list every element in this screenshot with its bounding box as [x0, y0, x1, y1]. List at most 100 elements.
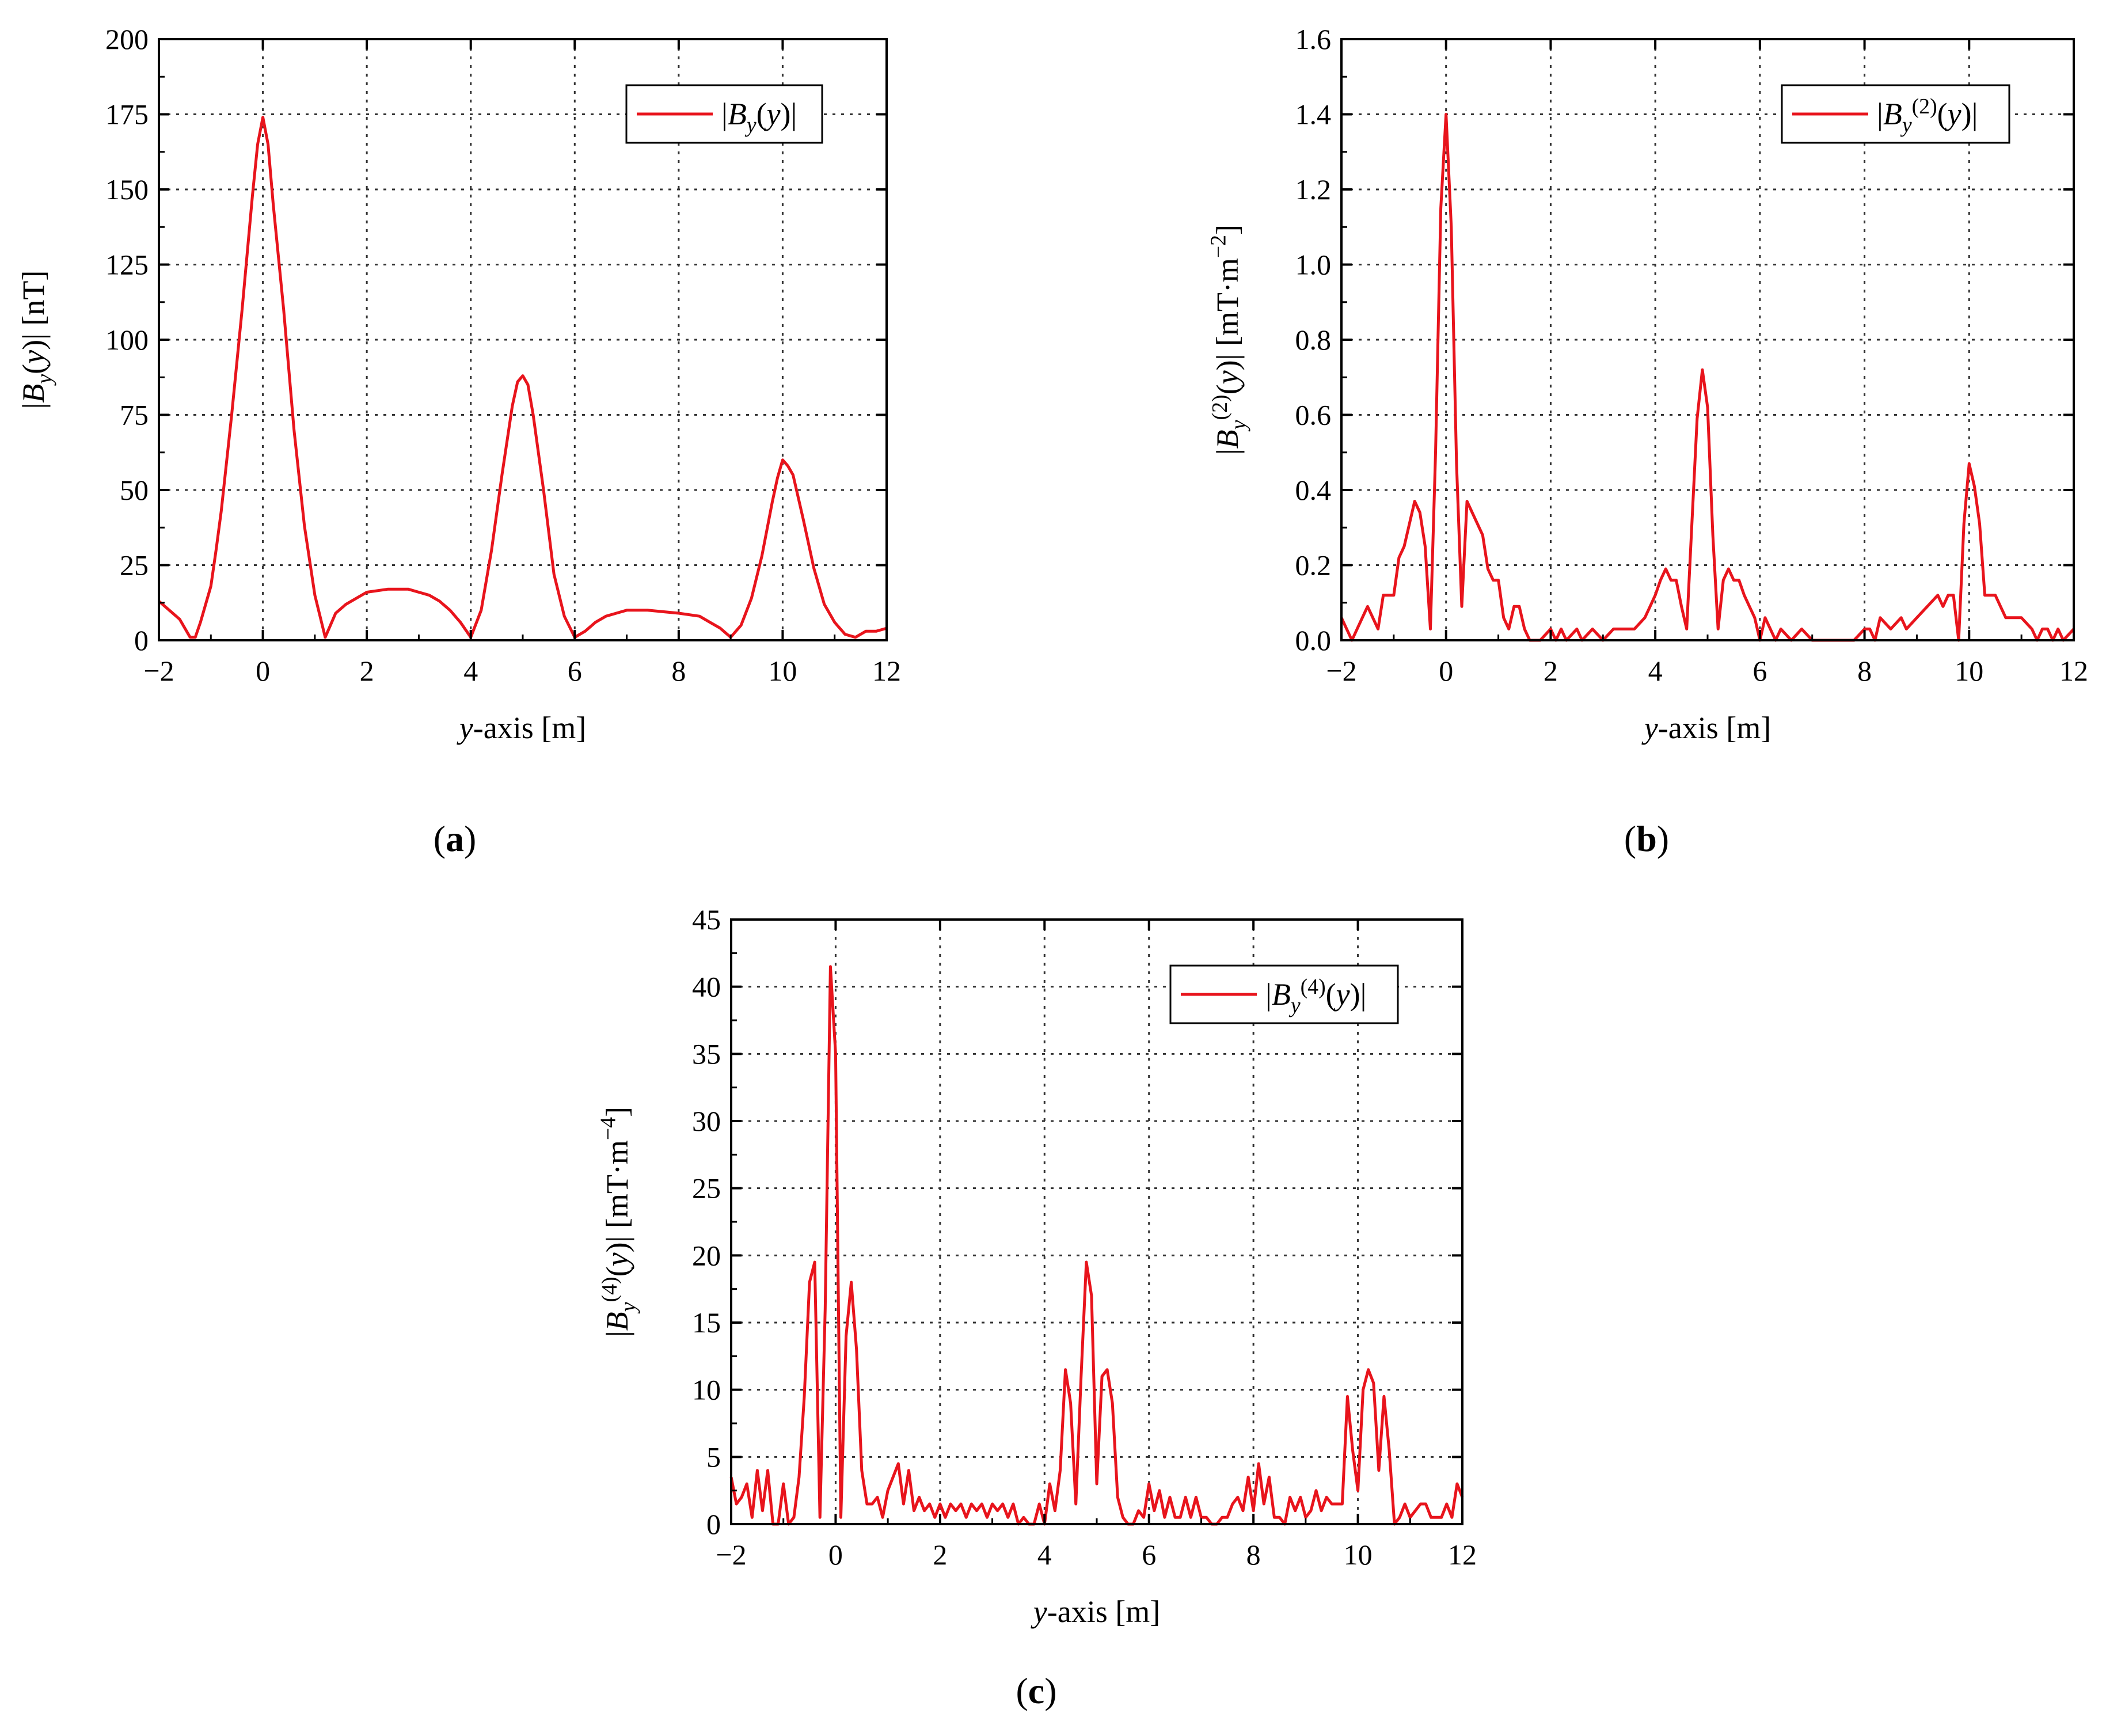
y-tick-label: 0 [134, 624, 149, 656]
x-tick: 2 [933, 920, 947, 1571]
x-tick-label: 8 [671, 655, 686, 687]
x-tick-label: 2 [933, 1539, 947, 1571]
x-tick: 12 [872, 39, 901, 687]
panel-caption-a: (a) [433, 818, 477, 859]
y-tick-label: 1.2 [1295, 173, 1332, 206]
y-tick: 5 [706, 1441, 1462, 1473]
y-tick-label: 10 [692, 1374, 721, 1406]
x-tick-label: 4 [1037, 1539, 1052, 1571]
y-tick-label: 40 [692, 971, 721, 1003]
x-tick: 0 [256, 39, 270, 687]
x-tick-label: 10 [1955, 655, 1983, 687]
x-tick: 6 [1142, 920, 1156, 1571]
y-tick-label: 0.0 [1295, 624, 1332, 656]
y-tick-label: 175 [105, 98, 149, 131]
y-tick: 0.2 [1295, 549, 2074, 582]
y-tick: 1.4 [1295, 98, 2074, 131]
chart-panel-b: −2 0 2 4 6 8 10 12 0.0 0.2 0.4 0.6 0.8 1.0 1.2 1.4 1.6 y-… [1206, 23, 2088, 745]
x-tick: 8 [1246, 920, 1261, 1571]
legend: |By(2)(y)| [1781, 84, 2010, 144]
y-tick-label: 1.6 [1295, 23, 1332, 55]
y-tick-label: 100 [105, 324, 149, 356]
y-tick: 125 [105, 249, 887, 281]
x-tick: 4 [1648, 39, 1663, 687]
y-tick: 0 [706, 1508, 1462, 1540]
y-tick: 75 [120, 399, 887, 431]
y-tick-label: 35 [692, 1038, 721, 1070]
y-tick-label: 0.8 [1295, 324, 1332, 356]
y-tick-label: 0.2 [1295, 549, 1332, 582]
legend-label: |By(2)(y)| [1877, 94, 1978, 137]
x-tick-label: 12 [2059, 655, 2088, 687]
x-tick-label: −2 [716, 1539, 746, 1571]
x-tick: −2 [143, 39, 174, 687]
y-tick: 100 [105, 324, 887, 356]
series-line-a [158, 116, 887, 639]
y-tick: 25 [120, 549, 887, 582]
y-tick: 0.0 [1295, 624, 2074, 656]
x-tick: 2 [360, 39, 374, 687]
y-tick-label: 0.4 [1295, 474, 1332, 506]
x-tick: −2 [716, 920, 747, 1571]
x-tick-label: 0 [828, 1539, 843, 1571]
y-tick-label: 125 [105, 249, 149, 281]
y-tick: 0 [134, 624, 887, 656]
legend: |By(y)| [625, 84, 823, 144]
x-axis-title: y-axis [m] [1031, 1594, 1160, 1629]
x-tick: 4 [1037, 920, 1052, 1571]
x-tick: 8 [671, 39, 686, 687]
y-tick: 10 [692, 1374, 1462, 1406]
y-tick: 175 [105, 98, 887, 131]
legend-label: |By(4)(y)| [1265, 975, 1366, 1017]
series-line-c [729, 965, 1464, 1526]
caption-b-letter: b [1636, 818, 1657, 859]
x-tick-label: 2 [360, 655, 374, 687]
x-tick-label: 12 [872, 655, 901, 687]
y-tick-label: 20 [692, 1239, 721, 1271]
y-tick-label: 5 [706, 1441, 721, 1473]
y-tick: 15 [692, 1306, 1462, 1339]
y-tick-label: 75 [120, 399, 149, 431]
x-tick-label: 8 [1246, 1539, 1261, 1571]
x-tick-label: −2 [143, 655, 174, 687]
x-tick: 0 [1439, 39, 1453, 687]
y-axis-title: |By(4)(y)| [mT·m−4] [596, 1107, 640, 1337]
y-tick: 40 [692, 971, 1462, 1003]
x-tick-label: 8 [1857, 655, 1872, 687]
x-tick-label: 6 [568, 655, 582, 687]
y-tick: 1.2 [1295, 173, 2074, 206]
y-tick: 1.6 [1295, 23, 2074, 55]
x-tick: 12 [1448, 920, 1477, 1571]
y-tick: 0.6 [1295, 399, 2074, 431]
y-tick-label: 45 [692, 903, 721, 936]
x-tick: 4 [463, 39, 478, 687]
x-tick-label: 6 [1753, 655, 1767, 687]
x-tick-label: 4 [463, 655, 478, 687]
y-tick: 150 [105, 173, 887, 206]
x-tick: 6 [1753, 39, 1767, 687]
y-tick: 45 [692, 903, 1462, 936]
y-tick-label: 25 [120, 549, 149, 582]
x-tick-label: 10 [1344, 1539, 1373, 1571]
x-tick: 0 [828, 920, 843, 1571]
x-tick: 10 [1344, 920, 1373, 1571]
x-tick-label: 0 [256, 655, 270, 687]
y-tick-label: 30 [692, 1105, 721, 1137]
y-tick: 35 [692, 1038, 1462, 1070]
x-tick-label: 12 [1448, 1539, 1477, 1571]
x-tick: 12 [2059, 39, 2088, 687]
panel-caption-b: (b) [1624, 818, 1670, 859]
y-tick-label: 1.0 [1295, 249, 1332, 281]
caption-a-letter: a [446, 818, 464, 859]
caption-c-letter: c [1028, 1670, 1045, 1711]
x-tick: −2 [1326, 39, 1357, 687]
y-tick-label: 0 [706, 1508, 721, 1540]
legend: |By(4)(y)| [1169, 964, 1399, 1024]
y-tick: 30 [692, 1105, 1462, 1137]
y-tick-label: 200 [105, 23, 149, 55]
y-axis-title: |By(2)(y)| [mT·m−2] [1206, 225, 1250, 455]
y-tick-label: 15 [692, 1306, 721, 1339]
